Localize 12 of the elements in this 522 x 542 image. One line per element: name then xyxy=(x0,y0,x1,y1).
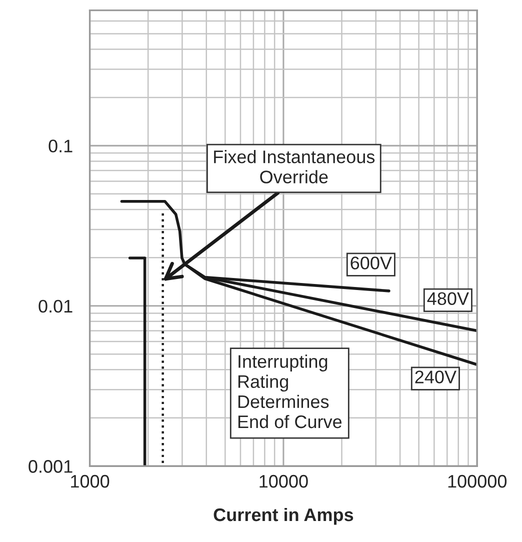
x-axis-title: Current in Amps xyxy=(214,508,354,525)
annotation: Interrupting Rating Determines End of Curve xyxy=(238,354,342,428)
y-tick-label: 0.01 xyxy=(38,300,72,313)
x-tick-label: 10000 xyxy=(260,474,308,488)
x-tick-label: 1000 xyxy=(71,474,110,488)
series-label: 480V xyxy=(427,292,469,306)
series-label: 240V xyxy=(415,370,456,384)
y-tick-label: 0.1 xyxy=(48,140,72,152)
annotation: Fixed Instantaneous Override xyxy=(214,150,375,184)
y-tick-label: 0.001 xyxy=(28,460,72,473)
x-tick-label: 100000 xyxy=(448,474,507,488)
series-label: 600V xyxy=(350,256,392,270)
